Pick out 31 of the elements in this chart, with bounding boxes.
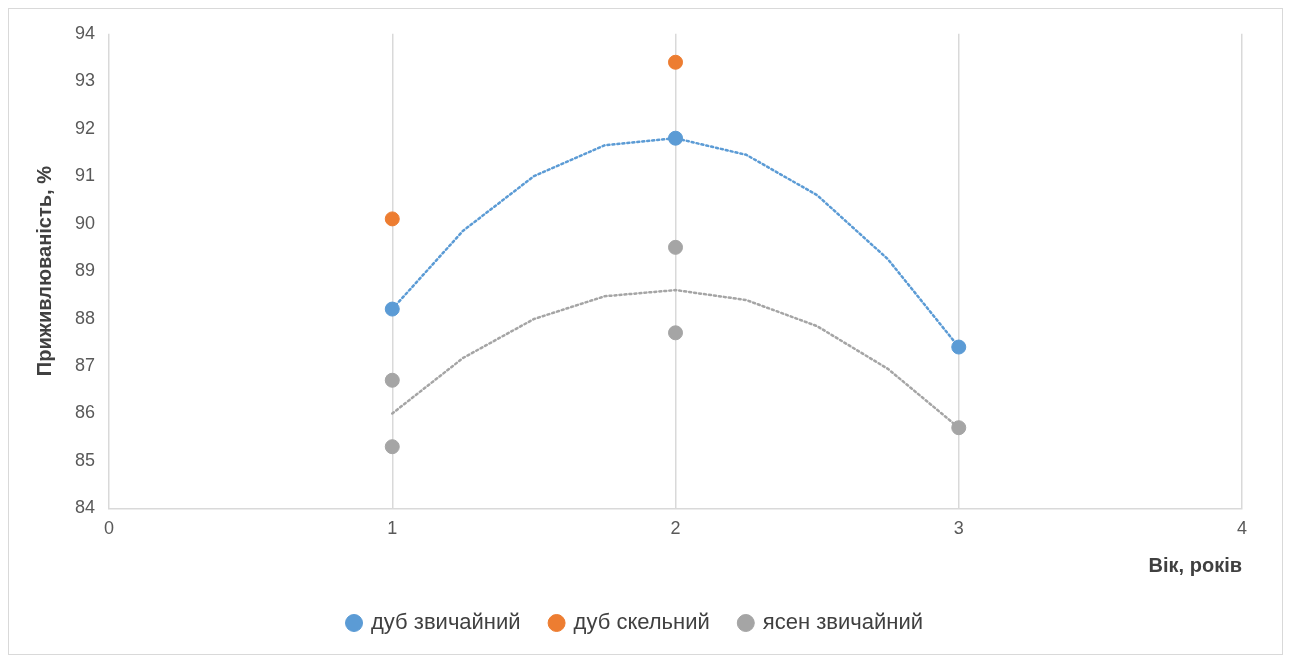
point <box>384 372 400 388</box>
point <box>668 54 684 70</box>
point <box>384 439 400 455</box>
point <box>384 211 400 227</box>
y-tick-label: 89 <box>74 260 96 281</box>
point <box>951 420 967 436</box>
x-tick-label: 1 <box>387 518 398 539</box>
legend-label: ясен звичайний <box>762 609 923 635</box>
x-tick-label: 2 <box>670 518 681 539</box>
x-axis-title: Вік, років <box>1148 553 1242 576</box>
x-tick-label: 0 <box>104 518 115 539</box>
y-tick-label: 87 <box>74 354 96 375</box>
point <box>951 339 967 355</box>
y-tick-label: 90 <box>74 212 96 233</box>
legend-label: дуб скельний <box>573 609 710 635</box>
y-tick-label: 92 <box>74 117 96 138</box>
legend-label: дуб звичайний <box>371 609 521 635</box>
point <box>668 130 684 146</box>
y-tick-label: 88 <box>74 307 96 328</box>
y-tick-label: 86 <box>74 402 96 423</box>
point <box>384 301 400 317</box>
point <box>668 239 684 255</box>
y-tick-label: 84 <box>74 497 96 518</box>
y-tick-label: 94 <box>74 22 96 43</box>
y-tick-label: 91 <box>74 165 96 186</box>
x-tick-label: 4 <box>1236 518 1248 539</box>
y-axis-title: Приживлюваність, % <box>32 165 55 377</box>
point <box>668 325 684 341</box>
y-tick-label: 93 <box>74 70 96 91</box>
x-tick-label: 3 <box>953 518 964 539</box>
y-tick-label: 85 <box>74 449 96 470</box>
